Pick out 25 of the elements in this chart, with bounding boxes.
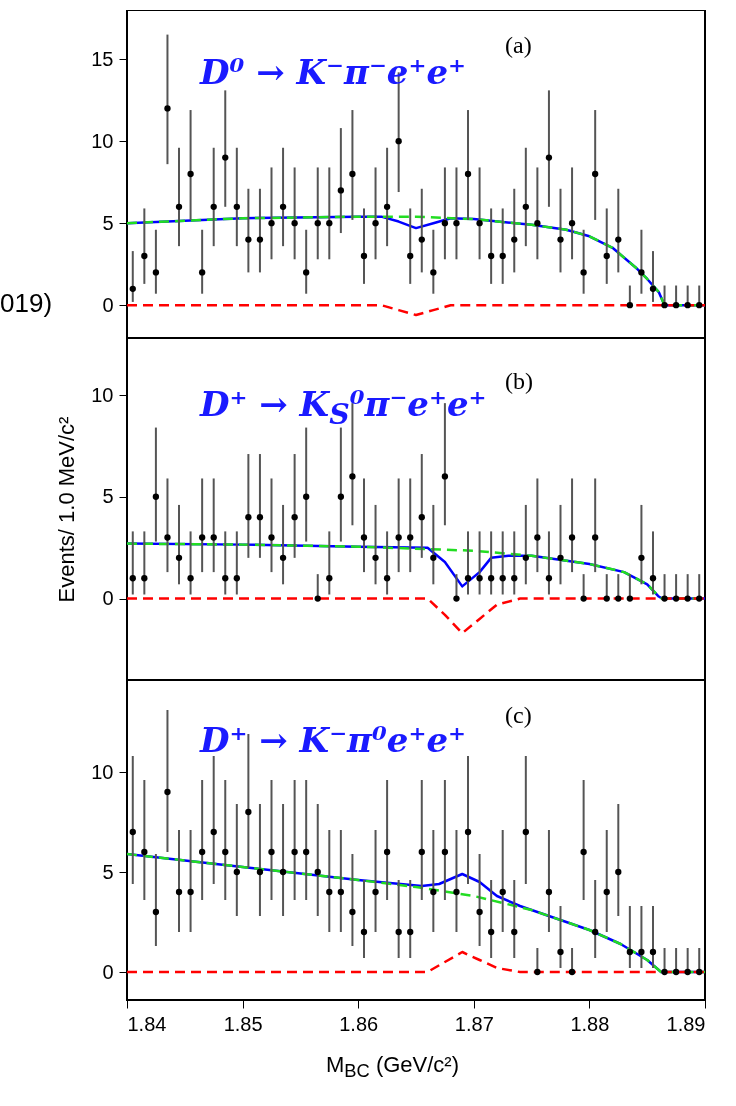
y-tick-label: 0 — [102, 293, 114, 316]
annotation: D⁺ → K⁻π⁰e⁺e⁺ — [200, 720, 467, 760]
y-tick-label: 10 — [91, 383, 114, 406]
x-tick-label: 1.88 — [570, 1012, 610, 1035]
x-tick-label: 1.86 — [339, 1012, 379, 1035]
y-tick-label: 15 — [91, 47, 114, 70]
y-tick-label: 10 — [91, 760, 114, 783]
y-axis-title: Events/ 1.0 MeV/c² — [54, 416, 80, 603]
annotation: (a) — [505, 32, 532, 59]
annotation: (b) — [505, 368, 533, 395]
y-tick-label: 5 — [102, 485, 114, 508]
y-tick-label: 5 — [102, 860, 114, 883]
y-tick-label: 10 — [91, 129, 114, 152]
annotation: (c) — [505, 702, 532, 729]
annotation: D⁰ → K⁻π⁻e⁺e⁺ — [200, 52, 467, 92]
x-tick-label: 1.87 — [454, 1012, 494, 1035]
y-tick-label: 5 — [102, 211, 114, 234]
x-tick-label: 1.84 — [127, 1012, 167, 1035]
annotation: D⁺ → K$_{S}$⁰π⁻e⁺e⁺ — [200, 384, 487, 431]
text: 019) — [0, 288, 53, 319]
y-tick-label: 0 — [102, 960, 114, 983]
y-tick-label: 0 — [102, 587, 114, 610]
x-tick-label: 1.89 — [666, 1012, 706, 1035]
x-axis-title: M$_{BC}$ (GeV/c²) — [326, 1052, 460, 1083]
x-tick-label: 1.85 — [223, 1012, 263, 1035]
